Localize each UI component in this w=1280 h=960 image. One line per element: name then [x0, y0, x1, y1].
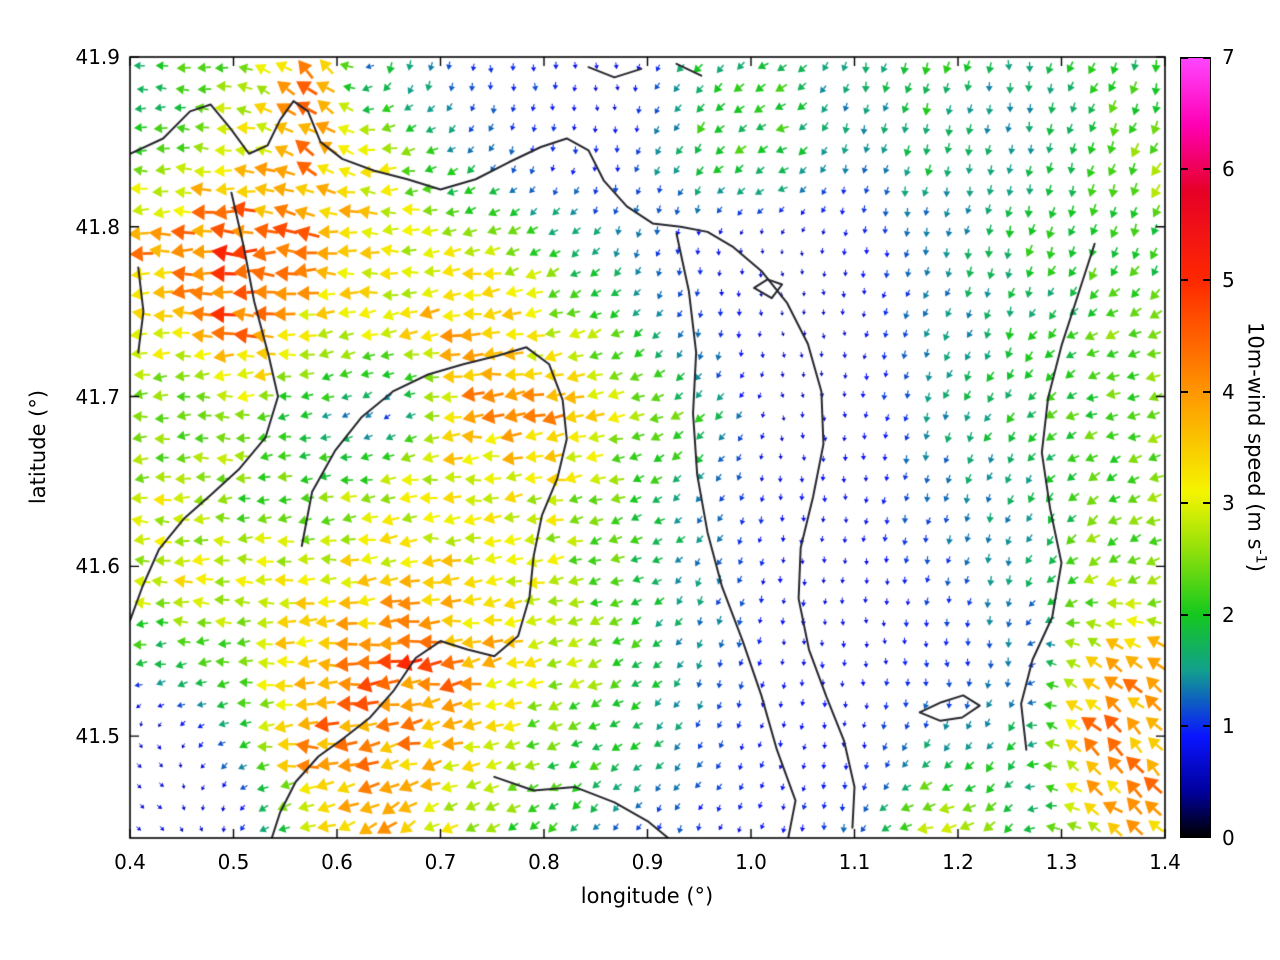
- colorbar: [1180, 57, 1211, 838]
- colorbar-gradient: [1181, 58, 1210, 837]
- colorbar-title: 10m-wind speed (m s-1): [1244, 322, 1269, 572]
- colorbar-title-superscript: -1: [1252, 549, 1269, 564]
- colorbar-title-suffix: ): [1243, 563, 1268, 572]
- colorbar-title-prefix: 10m-wind speed (m s: [1243, 322, 1268, 550]
- x-axis-title: longitude (°): [580, 884, 714, 908]
- y-axis-title: latitude (°): [26, 389, 50, 505]
